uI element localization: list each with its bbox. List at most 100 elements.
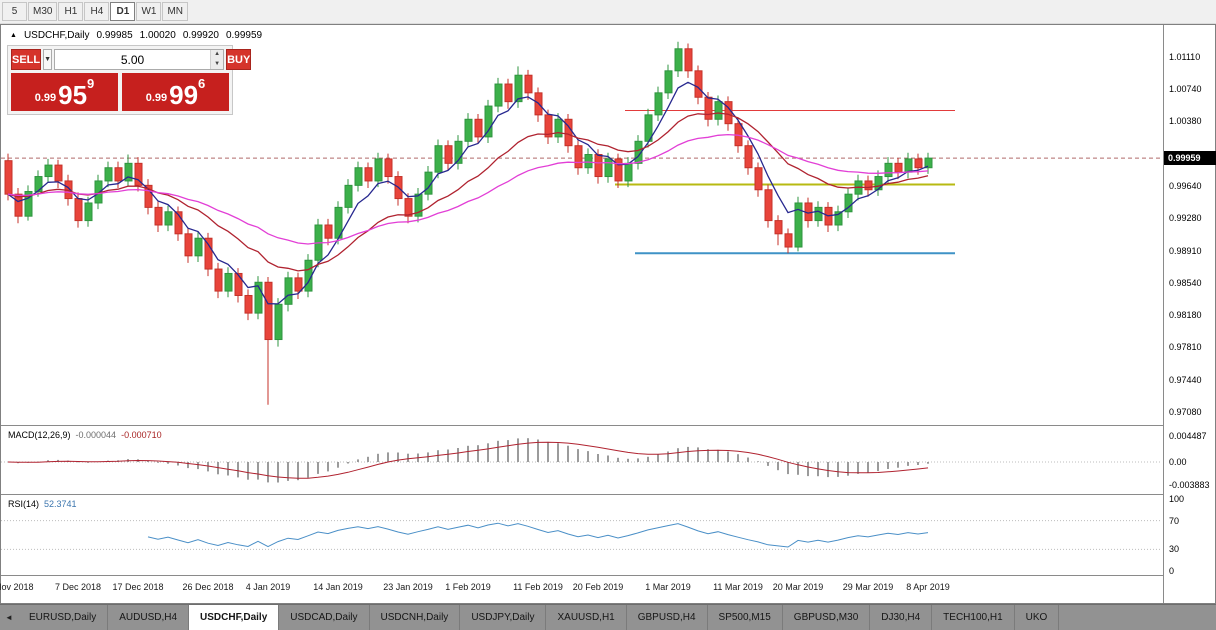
timeframe-w1[interactable]: W1 [136,2,162,21]
date-label: 11 Mar 2019 [713,582,763,592]
macd-tick: 0.004487 [1169,430,1207,441]
rsi-label: RSI(14) [8,499,40,509]
chart-tabs: EURUSD,Daily AUDUSD,H4 USDCHF,Daily USDCAD,… [18,605,1060,630]
price-tick: 1.00380 [1169,116,1202,127]
macd-value-main: -0.000044 [75,430,117,440]
timeframe-bar: 5 M30 H1 H4 D1 W1 MN [0,0,1216,24]
date-label: 23 Jan 2019 [383,582,433,592]
timeframe-mn[interactable]: MN [162,2,189,21]
timeframe-h4[interactable]: H4 [84,2,110,21]
buy-price-prefix: 0.99 [145,92,168,104]
buy-price-big-digits: 99 [169,80,199,110]
tabs-scroll-left-icon[interactable]: ◄ [5,613,13,622]
date-label: 11 Feb 2019 [513,582,563,592]
timeframe-m30[interactable]: M30 [28,2,58,21]
chart-tab-tech100-h1[interactable]: TECH100,H1 [932,605,1015,630]
price-chart-panel[interactable]: ▲ USDCHF,Daily 0.99985 1.00020 0.99920 0… [1,25,1163,425]
rsi-tick: 30 [1169,544,1180,555]
sell-button[interactable]: SELL [11,49,42,70]
ohlc-low: 0.99920 [182,30,219,41]
volume-field: ▲ ▼ [54,49,225,70]
chart-tab-audusd-h4[interactable]: AUDUSD,H4 [108,605,190,630]
chart-window: ▲ USDCHF,Daily 0.99985 1.00020 0.99920 0… [0,24,1216,604]
price-tick: 0.97810 [1169,342,1202,353]
chart-tab-gbpusd-m30[interactable]: GBPUSD,M30 [783,605,871,630]
chart-tab-eurusd-daily[interactable]: EURUSD,Daily [18,605,109,630]
macd-header: MACD(12,26,9) -0.000044 -0.000710 [8,430,162,440]
chart-header: ▲ USDCHF,Daily 0.99985 1.00020 0.99920 0… [10,30,262,41]
price-tick: 0.98180 [1169,309,1202,320]
sell-price-pip: 9 [87,76,95,91]
collapse-panel-icon[interactable]: ▲ [10,32,17,39]
panel-separator[interactable] [1,425,1215,426]
volume-dropdown-button[interactable]: ▼ [43,49,53,70]
timeframe-h1[interactable]: H1 [58,2,84,21]
chart-tab-usdjpy-daily[interactable]: USDJPY,Daily [460,605,547,630]
date-label: 4 Jan 2019 [245,582,291,592]
volume-decrease-button[interactable]: ▼ [211,59,224,69]
date-label: 17 Dec 2018 [112,582,164,592]
candles [4,41,933,405]
chart-tab-usdcad-daily[interactable]: USDCAD,Daily [279,605,370,630]
chart-tab-usdcnh-daily[interactable]: USDCNH,Daily [370,605,461,630]
macd-chart[interactable] [1,426,1163,494]
level-lines [615,109,955,255]
chart-tab-usdchf-daily[interactable]: USDCHF,Daily [189,605,280,630]
candlestick-chart[interactable] [1,25,1163,425]
price-tick: 0.99280 [1169,212,1202,223]
macd-signal-line [7,441,929,479]
panel-separator[interactable] [1,494,1215,495]
buy-price-display[interactable]: 0.99 99 6 [122,73,229,111]
date-label: 28 Nov 2018 [0,582,34,592]
panel-separator [1,575,1215,576]
date-label: 14 Jan 2019 [313,582,363,592]
price-tick: 1.00740 [1169,84,1202,95]
chart-tab-xauusd-h1[interactable]: XAUUSD,H1 [546,605,627,630]
buy-button[interactable]: BUY [226,49,252,70]
date-label: 20 Mar 2019 [772,582,824,592]
timeframe-d1[interactable]: D1 [110,2,136,21]
rsi-tick: 100 [1169,494,1185,504]
rsi-value: 52.3741 [44,499,77,509]
price-tick: 0.97080 [1169,406,1202,417]
chart-symbol: USDCHF,Daily [23,30,90,41]
date-label: 29 Mar 2019 [842,582,894,592]
macd-value-signal: -0.000710 [121,430,162,440]
price-axis[interactable]: 1.01110 1.00740 1.00380 0.99640 0.99280 0.989… [1163,25,1216,603]
date-label: 1 Feb 2019 [445,582,491,592]
chart-tab-bar: ◄ EURUSD,Daily AUDUSD,H4 USDCHF,Daily USDCA… [0,604,1216,630]
time-axis[interactable]: 28 Nov 2018 7 Dec 2018 17 Dec 2018 26 Dec 2… [0,576,1163,603]
ma-fast-line [7,81,929,305]
rsi-chart[interactable] [1,495,1163,575]
volume-input[interactable] [55,50,211,69]
sell-price-display[interactable]: 0.99 95 9 [11,73,118,111]
sell-price-prefix: 0.99 [34,92,57,104]
macd-histogram [17,438,929,483]
price-tick: 1.01110 [1169,51,1201,62]
ma-mid-line [7,112,929,272]
chart-tab-gbpusd-h4[interactable]: GBPUSD,H4 [627,605,708,630]
date-label: 8 Apr 2019 [906,582,950,592]
rsi-panel[interactable]: RSI(14) 52.3741 [1,495,1163,575]
rsi-header: RSI(14) 52.3741 [8,499,77,509]
chevron-down-icon: ▼ [44,56,52,63]
chart-tab-uko[interactable]: UKO [1015,605,1060,630]
volume-increase-button[interactable]: ▲ [211,50,224,60]
date-label: 26 Dec 2018 [182,582,234,592]
chart-tab-dj30-h4[interactable]: DJ30,H4 [870,605,933,630]
chart-tab-sp500-m15[interactable]: SP500,M15 [708,605,783,630]
rsi-tick: 70 [1169,515,1180,526]
macd-tick: 0.00 [1169,457,1187,467]
price-tick: 0.97440 [1169,375,1202,386]
date-label: 20 Feb 2019 [572,582,624,592]
timeframe-5[interactable]: 5 [2,2,27,21]
price-tick: 0.99640 [1169,181,1202,192]
ma-slow-line [7,133,929,245]
sell-price-big-digits: 95 [58,80,88,110]
macd-panel[interactable]: MACD(12,26,9) -0.000044 -0.000710 [1,426,1163,494]
macd-tick: -0.003883 [1169,479,1210,490]
ohlc-close: 0.99959 [225,30,263,41]
price-tick: 0.98910 [1169,245,1202,256]
macd-label: MACD(12,26,9) [8,430,71,440]
